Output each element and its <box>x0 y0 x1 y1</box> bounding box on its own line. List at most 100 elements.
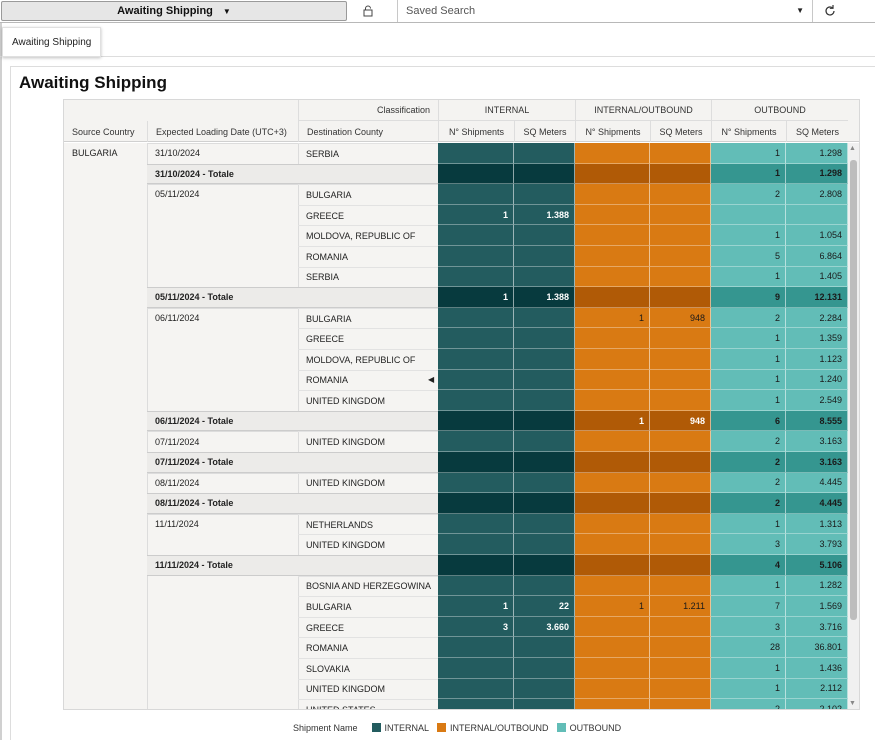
table-cell <box>575 431 650 452</box>
table-cell: 2 <box>711 184 786 205</box>
destination-cell: BULGARIA <box>298 307 438 329</box>
table-scrollbar[interactable]: ▲ ▼ <box>848 143 859 709</box>
column-group-header: OUTBOUND <box>711 100 848 121</box>
destination-cell: GREECE <box>298 204 438 226</box>
table-cell <box>438 575 514 597</box>
legend-swatch <box>371 723 381 732</box>
table-cell <box>650 143 711 164</box>
destination-cell: SERBIA <box>298 266 438 288</box>
table-cell <box>438 534 514 555</box>
table-cell <box>438 246 514 267</box>
tab-awaiting-shipping[interactable]: Awaiting Shipping <box>2 27 102 57</box>
report-panel <box>10 66 875 740</box>
table-cell <box>514 246 575 267</box>
table-cell: 1 <box>438 287 514 308</box>
table-cell <box>438 637 514 658</box>
table-cell: 1 <box>711 328 786 349</box>
row-header: Source Country <box>72 126 135 137</box>
table-cell: 3.660 <box>514 616 575 638</box>
scroll-down-icon[interactable]: ▼ <box>849 700 856 707</box>
table-cell: 1.359 <box>786 328 848 349</box>
scrollbar-thumb[interactable] <box>850 160 857 620</box>
table-cell: 1.240 <box>786 369 848 391</box>
table-cell <box>575 246 650 267</box>
refresh-icon[interactable] <box>822 3 838 19</box>
table-cell <box>514 637 575 658</box>
table-cell: 1.298 <box>786 163 848 185</box>
table-cell: 1 <box>711 513 786 535</box>
legend-item-outbound: OUTBOUND <box>556 723 621 733</box>
date-cell: 31/10/2024 <box>155 148 201 159</box>
table-cell <box>438 472 514 494</box>
table-cell <box>575 225 650 246</box>
lock-icon[interactable] <box>358 3 378 19</box>
table-cell <box>514 143 575 164</box>
table-cell: 1.569 <box>786 596 848 617</box>
table-cell <box>575 658 650 679</box>
destination-cell: UNITED KINGDOM <box>298 431 438 452</box>
measure-header: N° Shipments <box>575 121 650 142</box>
table-cell: 1 <box>438 596 514 617</box>
table-cell: 1.313 <box>786 513 848 535</box>
table-cell <box>575 369 650 391</box>
table-cell <box>438 225 514 246</box>
table-cell: 28 <box>711 637 786 658</box>
table-cell: 1 <box>575 596 650 617</box>
total-row-band <box>147 555 438 576</box>
table-cell <box>514 699 575 709</box>
destination-cell: ROMANIA <box>298 369 438 391</box>
table-cell <box>514 163 575 185</box>
table-cell: 4 <box>711 555 786 576</box>
table-cell <box>711 204 786 226</box>
table-cell <box>514 369 575 391</box>
sheet-selector-button[interactable]: Awaiting Shipping ▼ <box>1 1 347 21</box>
table-cell: 1 <box>711 225 786 246</box>
table-cell <box>575 534 650 555</box>
destination-cell: UNITED KINGDOM <box>298 390 438 411</box>
saved-search-select[interactable]: Saved Search ▼ <box>397 0 813 22</box>
table-cell: 1.282 <box>786 575 848 597</box>
column-group-header: INTERNAL/OUTBOUND <box>575 100 711 121</box>
table-cell: 36.801 <box>786 637 848 658</box>
table-cell: 1.298 <box>786 143 848 164</box>
table-cell <box>575 349 650 370</box>
table-cell <box>575 328 650 349</box>
saved-search-placeholder: Saved Search <box>406 5 476 17</box>
table-cell: 5 <box>711 246 786 267</box>
table-cell <box>786 204 848 226</box>
page-title: Awaiting Shipping <box>19 73 167 92</box>
table-cell <box>575 575 650 597</box>
scroll-up-icon[interactable]: ▲ <box>849 145 856 152</box>
table-cell: 3 <box>711 534 786 555</box>
divider <box>147 431 298 433</box>
table-cell <box>514 575 575 597</box>
table-cell: 1 <box>575 410 650 432</box>
table-cell <box>650 452 711 473</box>
table-cell: 6.864 <box>786 246 848 267</box>
table-cell: 1 <box>711 349 786 370</box>
date-cell: 07/11/2024 <box>155 436 200 447</box>
table-cell <box>650 472 711 494</box>
table-cell: 12.131 <box>786 287 848 308</box>
table-cell <box>650 287 711 308</box>
table-cell: 1 <box>711 658 786 679</box>
total-row-label: 31/10/2024 - Totale <box>155 168 234 179</box>
pivot-table: Classification INTERNAL INTERNAL/OUTBOUND O… <box>63 99 860 710</box>
table-cell: 1.388 <box>514 204 575 226</box>
table-cell <box>650 575 711 597</box>
chevron-down-icon[interactable]: ▼ <box>796 6 804 15</box>
table-cell <box>514 555 575 576</box>
table-cell <box>514 184 575 205</box>
legend-item-internal-outbound: INTERNAL/OUTBOUND <box>437 723 549 733</box>
table-cell: 1 <box>575 307 650 329</box>
tab-strip: Awaiting Shipping <box>0 23 875 57</box>
table-cell <box>650 349 711 370</box>
legend-title: Shipment Name <box>293 723 358 733</box>
total-row-band <box>147 410 438 432</box>
table-cell: 1 <box>711 575 786 597</box>
table-cell <box>438 163 514 185</box>
table-cell <box>575 699 650 709</box>
table-cell <box>650 246 711 267</box>
table-cell: 1.436 <box>786 658 848 679</box>
table-cell <box>575 184 650 205</box>
